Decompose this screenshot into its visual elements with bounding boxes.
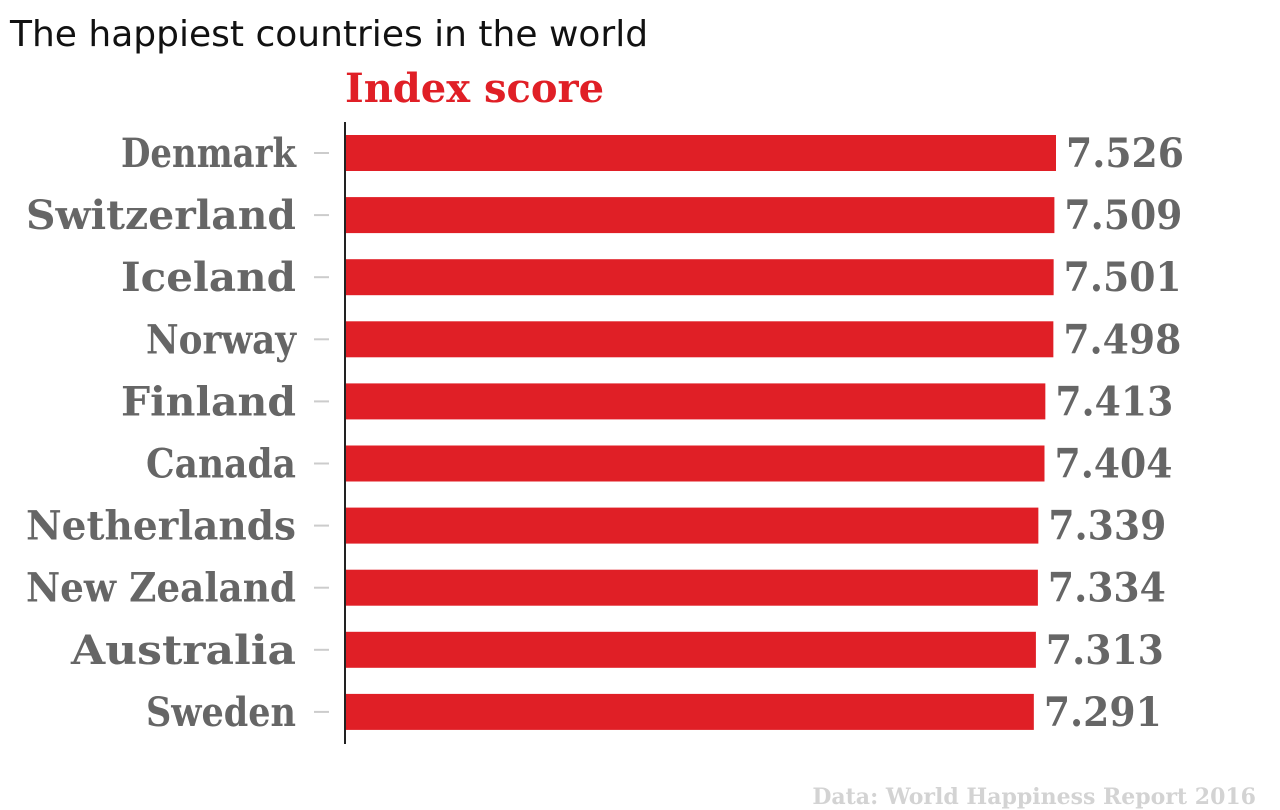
category-label: Netherlands	[26, 503, 296, 550]
series-header: Index score	[345, 65, 604, 112]
category-label: Australia	[70, 627, 296, 674]
category-label: Iceland	[121, 254, 296, 301]
bar	[346, 197, 1055, 234]
value-label: 7.339	[1048, 503, 1166, 550]
category-label: Switzerland	[26, 192, 296, 239]
bar	[346, 383, 1046, 420]
category-label: Norway	[146, 316, 298, 363]
bar	[346, 445, 1045, 482]
category-label: Finland	[121, 378, 296, 425]
bar	[346, 259, 1054, 296]
value-label: 7.313	[1046, 627, 1164, 674]
value-label: 7.526	[1066, 130, 1184, 177]
chart-title: The happiest countries in the world	[9, 14, 648, 55]
value-label: 7.334	[1048, 565, 1166, 612]
value-label: 7.404	[1054, 441, 1172, 488]
category-label: New Zealand	[26, 565, 296, 612]
value-label: 7.291	[1044, 689, 1162, 736]
bar	[346, 693, 1034, 730]
bar	[346, 507, 1039, 544]
bar	[346, 321, 1054, 358]
category-label: Canada	[146, 441, 296, 488]
value-label: 7.413	[1055, 378, 1173, 425]
value-label: 7.498	[1063, 316, 1181, 363]
bar	[346, 631, 1036, 668]
source-note: Data: World Happiness Report 2016	[812, 784, 1256, 810]
bars-group: Denmark 7.526 Switzerland 7.509 Iceland 7.501…	[26, 130, 1184, 736]
bar	[346, 135, 1056, 171]
bar	[346, 569, 1038, 606]
category-label: Denmark	[121, 130, 297, 177]
value-label: 7.501	[1064, 254, 1182, 301]
category-label: Sweden	[146, 689, 296, 736]
value-label: 7.509	[1064, 192, 1182, 239]
